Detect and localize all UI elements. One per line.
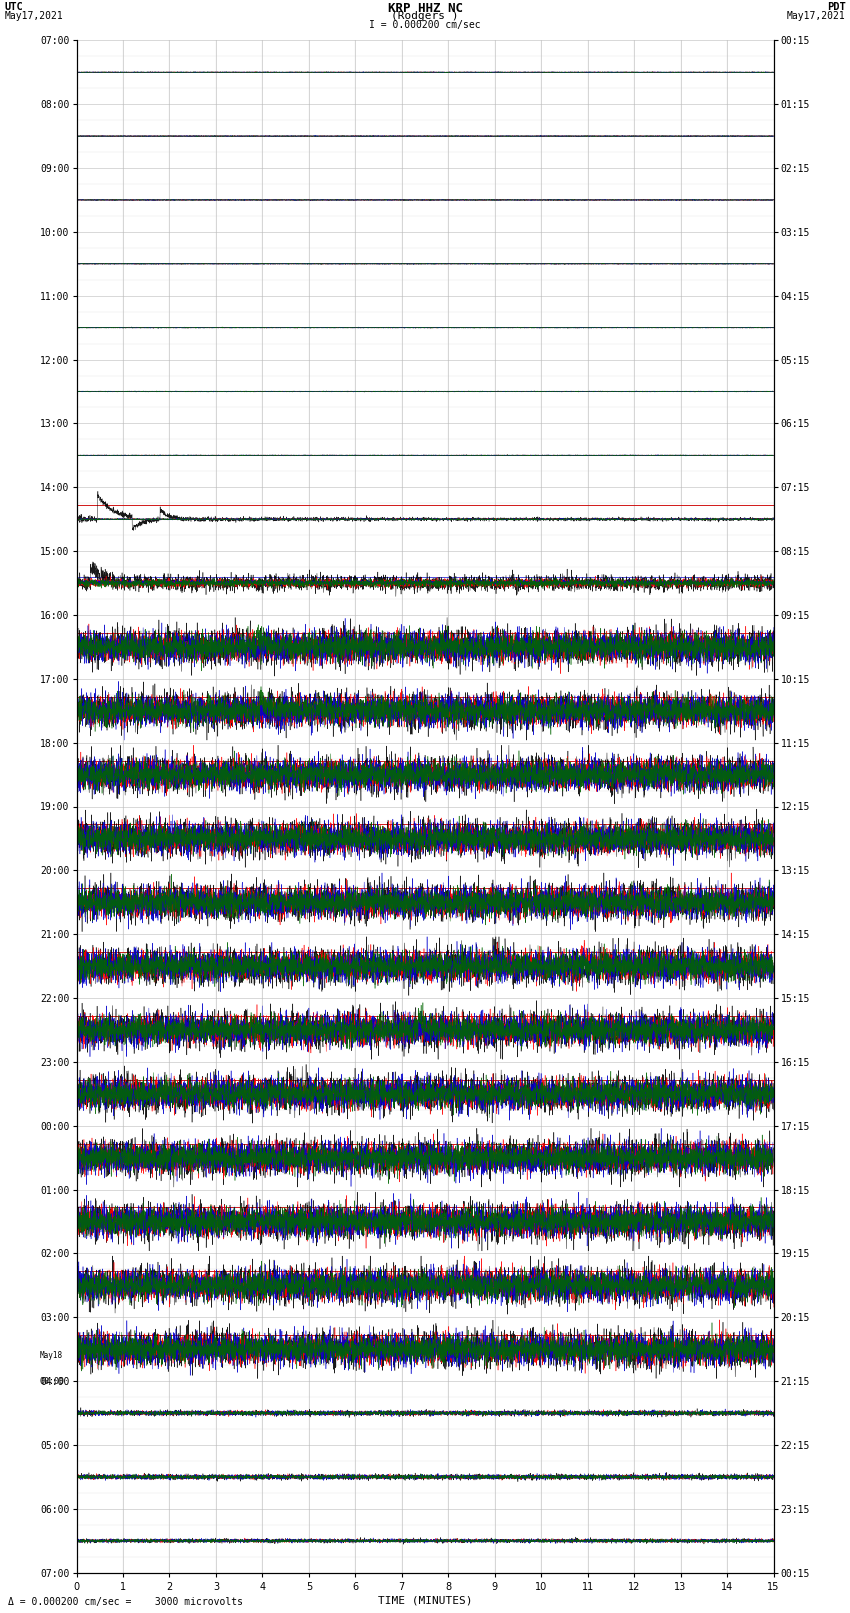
Text: 00:00: 00:00 bbox=[39, 1376, 65, 1386]
Text: May17,2021: May17,2021 bbox=[787, 11, 846, 21]
Text: I = 0.000200 cm/sec: I = 0.000200 cm/sec bbox=[369, 19, 481, 31]
Text: UTC: UTC bbox=[4, 3, 23, 13]
Text: May18: May18 bbox=[39, 1352, 62, 1360]
Text: KRP HHZ NC: KRP HHZ NC bbox=[388, 3, 462, 16]
Text: (Rodgers ): (Rodgers ) bbox=[391, 11, 459, 21]
Text: May17,2021: May17,2021 bbox=[4, 11, 63, 21]
Text: PDT: PDT bbox=[827, 3, 846, 13]
Text: Δ = 0.000200 cm/sec =    3000 microvolts: Δ = 0.000200 cm/sec = 3000 microvolts bbox=[8, 1597, 243, 1607]
X-axis label: TIME (MINUTES): TIME (MINUTES) bbox=[377, 1595, 473, 1607]
